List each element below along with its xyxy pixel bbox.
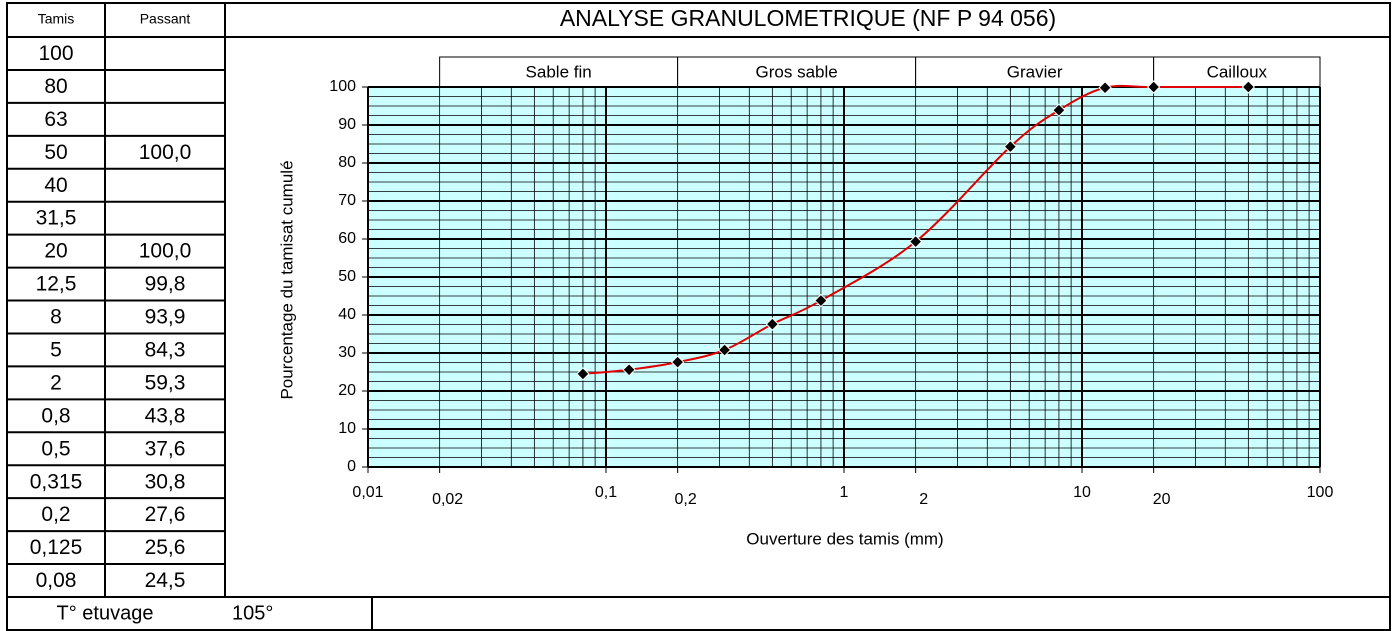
footer-label: T° etuvage — [57, 602, 154, 624]
table-cell: 84,3 — [145, 338, 186, 361]
y-tick-label: 50 — [338, 268, 356, 285]
y-tick-label: 60 — [338, 230, 356, 247]
point — [1098, 81, 1112, 95]
point — [576, 367, 590, 381]
y-tick-label: 10 — [338, 420, 356, 437]
footer-value: 105° — [232, 602, 273, 624]
point — [1003, 139, 1018, 154]
point — [717, 343, 732, 357]
x-axis-label: Ouverture des tamis (mm) — [746, 529, 943, 548]
point — [814, 293, 828, 308]
table-cell: 0,125 — [30, 536, 83, 559]
table-header: Passant — [140, 11, 191, 27]
point — [908, 234, 923, 249]
zone-label: Sable fin — [526, 62, 592, 81]
y-tick-label: 100 — [329, 78, 356, 95]
x-tick-label: 100 — [1307, 484, 1334, 501]
table-cell: 0,8 — [41, 404, 70, 427]
table-cell: 43,8 — [145, 404, 186, 427]
x-tick-label: 20 — [1153, 491, 1171, 508]
outer-border — [6, 2, 1391, 631]
table-cell: 99,8 — [145, 273, 186, 296]
x-tick-label: 0,1 — [595, 484, 617, 501]
zone-box — [439, 56, 679, 88]
table-cell: 80 — [44, 75, 67, 98]
table-cell: 25,6 — [145, 536, 186, 559]
table-cell: 100 — [38, 42, 73, 65]
y-axis-label: Pourcentage du tamisat cumulé — [277, 160, 296, 399]
point — [1052, 103, 1066, 117]
chart-title: ANALYSE GRANULOMETRIQUE (NF P 94 056) — [560, 5, 1056, 31]
y-tick-label: 40 — [338, 306, 356, 323]
table-cell: 0,315 — [30, 470, 83, 493]
table-cell: 31,5 — [36, 207, 77, 230]
y-tick-label: 20 — [338, 382, 356, 399]
table-cell: 93,9 — [145, 306, 186, 329]
table-cell: 0,5 — [41, 437, 70, 460]
zone-label: Gravier — [1007, 62, 1063, 81]
y-tick-label: 70 — [338, 192, 356, 209]
table-cell: 40 — [44, 174, 67, 197]
table-cell: 8 — [50, 306, 62, 329]
table-cell: 20 — [44, 240, 67, 263]
table-header: Tamis — [38, 11, 75, 27]
y-tick-label: 90 — [338, 116, 356, 133]
table-cell: 24,5 — [145, 569, 186, 592]
y-tick-label: 80 — [338, 154, 356, 171]
zone-box — [915, 56, 1155, 88]
x-tick-label: 2 — [919, 491, 928, 508]
x-tick-label: 10 — [1073, 484, 1091, 501]
table-cell: 27,6 — [145, 503, 186, 526]
point — [1241, 80, 1256, 94]
point — [765, 317, 780, 331]
y-tick-label: 0 — [347, 458, 356, 475]
table-cell: 0,08 — [36, 569, 77, 592]
x-tick-label: 1 — [840, 484, 849, 501]
table-cell: 100,0 — [139, 240, 192, 263]
table-cell: 30,8 — [145, 470, 186, 493]
zone-label: Cailloux — [1207, 62, 1268, 81]
table-cell: 5 — [50, 338, 62, 361]
table-cell: 2 — [50, 371, 62, 394]
point — [622, 363, 636, 377]
point — [1146, 80, 1161, 94]
table-cell: 12,5 — [36, 273, 77, 296]
table-cell: 100,0 — [139, 141, 192, 164]
zone-label: Gros sable — [756, 62, 838, 81]
table-cell: 59,3 — [145, 371, 186, 394]
point — [670, 355, 685, 369]
table-cell: 37,6 — [145, 437, 186, 460]
x-tick-label: 0,2 — [675, 491, 697, 508]
table-cell: 63 — [44, 108, 67, 131]
table-cell: 50 — [44, 141, 67, 164]
y-tick-label: 30 — [338, 344, 356, 361]
zone-box — [677, 56, 917, 88]
table-cell: 0,2 — [41, 503, 70, 526]
x-tick-label: 0,02 — [432, 491, 463, 508]
x-tick-label: 0,01 — [352, 484, 383, 501]
